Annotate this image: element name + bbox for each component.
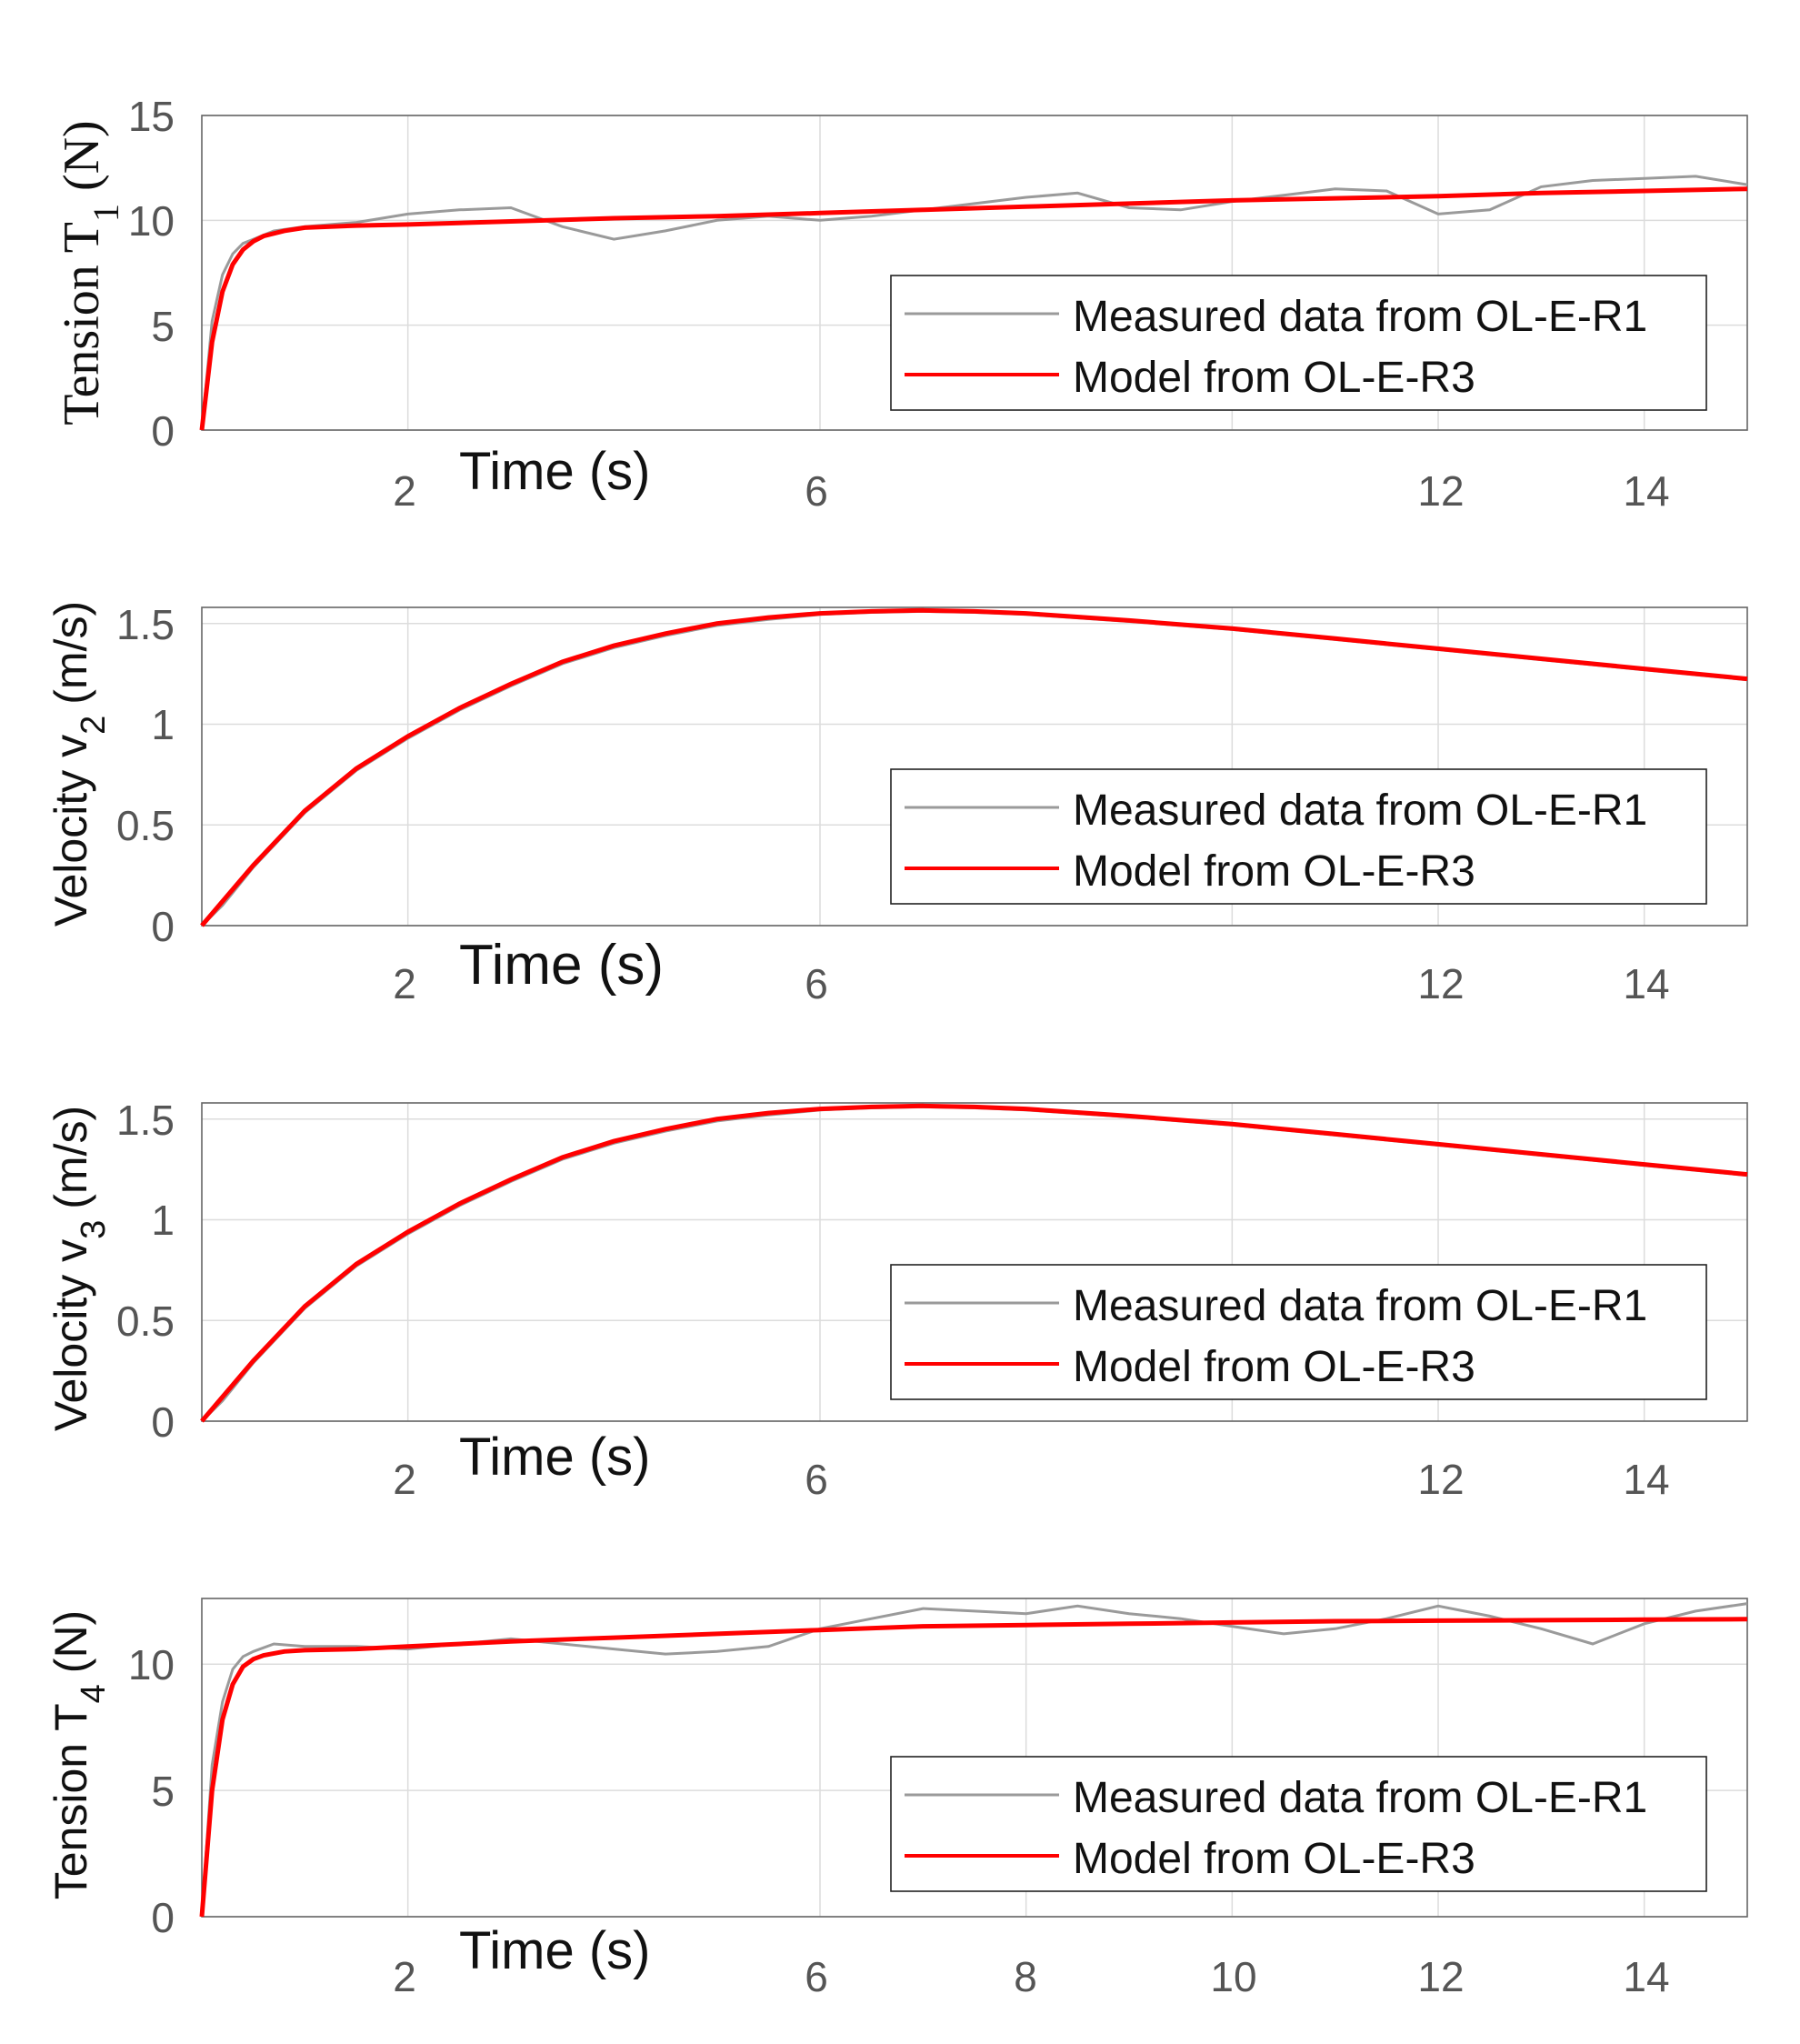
y-tick-label: 10 — [128, 1641, 175, 1688]
y-tick-label: 0 — [151, 407, 175, 455]
y-axis-label-main: Velocity v — [45, 1239, 96, 1431]
y-axis-label-subscript: 1 — [85, 204, 126, 222]
y-axis-label-main: Tension T — [45, 1703, 96, 1899]
y-axis-label-subscript: 4 — [75, 1684, 113, 1703]
y-axis-label: Velocity v3 (m/s) — [45, 1106, 113, 1431]
y-tick-labels: 0 5 10 — [128, 1641, 175, 1941]
y-axis-label: Tension T1 (N) — [54, 120, 126, 425]
legend-box — [890, 1264, 1707, 1400]
axes-box — [201, 1598, 1748, 1918]
y-tick-labels: 0 0.5 1 1.5 — [116, 601, 175, 950]
x-tick-label: 10 — [1210, 1953, 1256, 2000]
x-tick-label: 12 — [1417, 467, 1464, 515]
y-tick-label: 5 — [151, 303, 175, 350]
x-tick-label: 2 — [393, 467, 416, 515]
legend-box — [890, 1756, 1707, 1892]
y-tick-label: 5 — [151, 1768, 175, 1815]
x-tick-label: 2 — [393, 1456, 416, 1503]
model-line — [200, 1103, 1748, 1423]
legend-box — [890, 768, 1707, 905]
x-tick-label: 12 — [1417, 1456, 1464, 1503]
y-tick-label: 10 — [128, 197, 175, 245]
axes-box — [201, 606, 1748, 927]
measured-data-line — [200, 1602, 1748, 1918]
legend: Measured data from OL-E-R1 Model from OL… — [890, 275, 1707, 411]
legend: Measured data from OL-E-R1 Model from OL… — [890, 1264, 1707, 1400]
y-tick-labels: 0 0.5 1 1.5 — [116, 1097, 175, 1446]
y-tick-label: 0 — [151, 1894, 175, 1941]
tension-t4-panel: 0 5 10 2 6 8 10 12 14 Time (s) Tension T… — [45, 1598, 1748, 2000]
x-tick-label: 12 — [1417, 1953, 1464, 2000]
x-tick-labels: 2 6 8 10 12 14 — [393, 1953, 1669, 2000]
legend-model-label: Model from OL-E-R3 — [1073, 1343, 1475, 1391]
y-axis-label-unit: (N) — [45, 1610, 96, 1673]
x-tick-labels: 2 6 12 14 — [393, 467, 1669, 515]
y-tick-label: 0.5 — [116, 802, 175, 849]
y-axis-label-unit: (N) — [54, 120, 110, 191]
x-tick-label: 6 — [805, 1456, 828, 1503]
model-line — [200, 607, 1748, 927]
legend-measured-label: Measured data from OL-E-R1 — [1073, 787, 1647, 835]
y-tick-label: 1.5 — [116, 1097, 175, 1144]
tension-t1-panel: 0 5 10 15 2 6 12 14 Time (s) Tension T1 (… — [54, 93, 1748, 515]
x-tick-label: 6 — [805, 1953, 828, 2000]
y-axis-label-unit: (m/s) — [45, 1106, 96, 1209]
x-tick-labels: 2 6 12 14 — [393, 1456, 1669, 1503]
legend-measured-label: Measured data from OL-E-R1 — [1073, 293, 1647, 341]
y-tick-label: 0.5 — [116, 1298, 175, 1345]
legend-measured-label: Measured data from OL-E-R1 — [1073, 1774, 1647, 1822]
x-tick-label: 14 — [1623, 1456, 1669, 1503]
x-tick-label: 12 — [1417, 960, 1464, 1007]
y-axis-label-unit: (m/s) — [45, 601, 96, 705]
legend: Measured data from OL-E-R1 Model from OL… — [890, 768, 1707, 905]
x-tick-labels: 2 6 12 14 — [393, 960, 1669, 1007]
x-tick-label: 2 — [393, 1953, 416, 2000]
velocity-v3-panel: 0 0.5 1 1.5 2 6 12 14 Time (s) Velocity … — [45, 1097, 1748, 1503]
y-tick-label: 0 — [151, 903, 175, 950]
y-axis-label-subscript: 3 — [75, 1220, 113, 1239]
axes-box — [201, 1102, 1748, 1422]
model-line — [199, 186, 1748, 431]
x-axis-label: Time (s) — [459, 442, 650, 501]
velocity-v2-panel: 0 0.5 1 1.5 2 6 12 14 Time (s) Velocity … — [45, 601, 1748, 1007]
legend-measured-label: Measured data from OL-E-R1 — [1073, 1282, 1647, 1330]
y-tick-label: 1 — [151, 1197, 175, 1244]
y-tick-label: 1 — [151, 701, 175, 748]
y-axis-label: Tension T4 (N) — [45, 1610, 113, 1899]
y-tick-label: 15 — [128, 93, 175, 140]
legend: Measured data from OL-E-R1 Model from OL… — [890, 1756, 1707, 1892]
x-tick-label: 14 — [1623, 1953, 1669, 2000]
x-axis-label: Time (s) — [459, 1921, 650, 1980]
x-tick-label: 14 — [1623, 960, 1669, 1007]
x-tick-label: 6 — [805, 960, 828, 1007]
x-axis-label: Time (s) — [459, 1428, 650, 1487]
y-axis-label-main: Tension T — [54, 222, 110, 426]
y-tick-labels: 0 5 10 15 — [128, 93, 175, 455]
x-axis-label: Time (s) — [459, 934, 664, 997]
y-axis-label-subscript: 2 — [75, 716, 113, 735]
legend-model-label: Model from OL-E-R3 — [1073, 847, 1475, 896]
y-tick-label: 0 — [151, 1398, 175, 1446]
axes-box — [201, 115, 1748, 431]
legend-model-label: Model from OL-E-R3 — [1073, 1835, 1475, 1883]
legend-box — [890, 275, 1707, 411]
model-line — [199, 1617, 1748, 1918]
x-tick-label: 8 — [1014, 1953, 1037, 2000]
x-tick-label: 6 — [805, 467, 828, 515]
x-tick-label: 14 — [1623, 467, 1669, 515]
y-axis-label: Velocity v2 (m/s) — [45, 601, 113, 927]
y-tick-label: 1.5 — [116, 601, 175, 648]
x-tick-label: 2 — [393, 960, 416, 1007]
y-axis-label-main: Velocity v — [45, 735, 96, 927]
legend-model-label: Model from OL-E-R3 — [1073, 354, 1475, 402]
